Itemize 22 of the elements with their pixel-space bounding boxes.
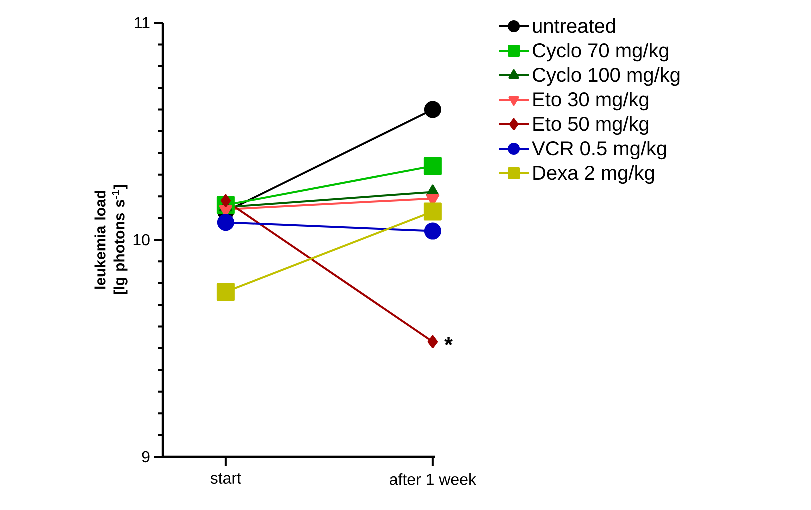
- legend-label: Dexa 2 mg/kg: [534, 165, 654, 184]
- point: [217, 214, 234, 232]
- legend-label: untreated: [533, 18, 616, 34]
- point: [428, 335, 438, 348]
- y-tick-label: 11: [135, 17, 150, 28]
- point: [424, 157, 442, 176]
- point: [424, 202, 442, 221]
- legend-label: Eto 50 mg/kg: [534, 116, 649, 136]
- point: [424, 222, 442, 240]
- annotation: *: [444, 337, 454, 346]
- y-axis-title: leukemia load [lg photons s$^{-1}$]: [94, 186, 128, 294]
- legend-label: Cyclo 100 mg/kg: [533, 67, 680, 86]
- y-tick-label: 9: [142, 451, 150, 463]
- point: [220, 194, 232, 208]
- legend-label: Eto 30 mg/kg: [534, 92, 649, 111]
- legend-label: VCR 0.5 mg/kg: [532, 140, 666, 160]
- x-tick-label: start: [210, 474, 242, 484]
- y-tick-label: 10: [134, 234, 150, 246]
- point: [424, 101, 442, 118]
- x-tick-label: after 1 week: [390, 474, 477, 486]
- point: [216, 283, 235, 302]
- legend-label: Cyclo 70 mg/kg: [533, 43, 669, 62]
